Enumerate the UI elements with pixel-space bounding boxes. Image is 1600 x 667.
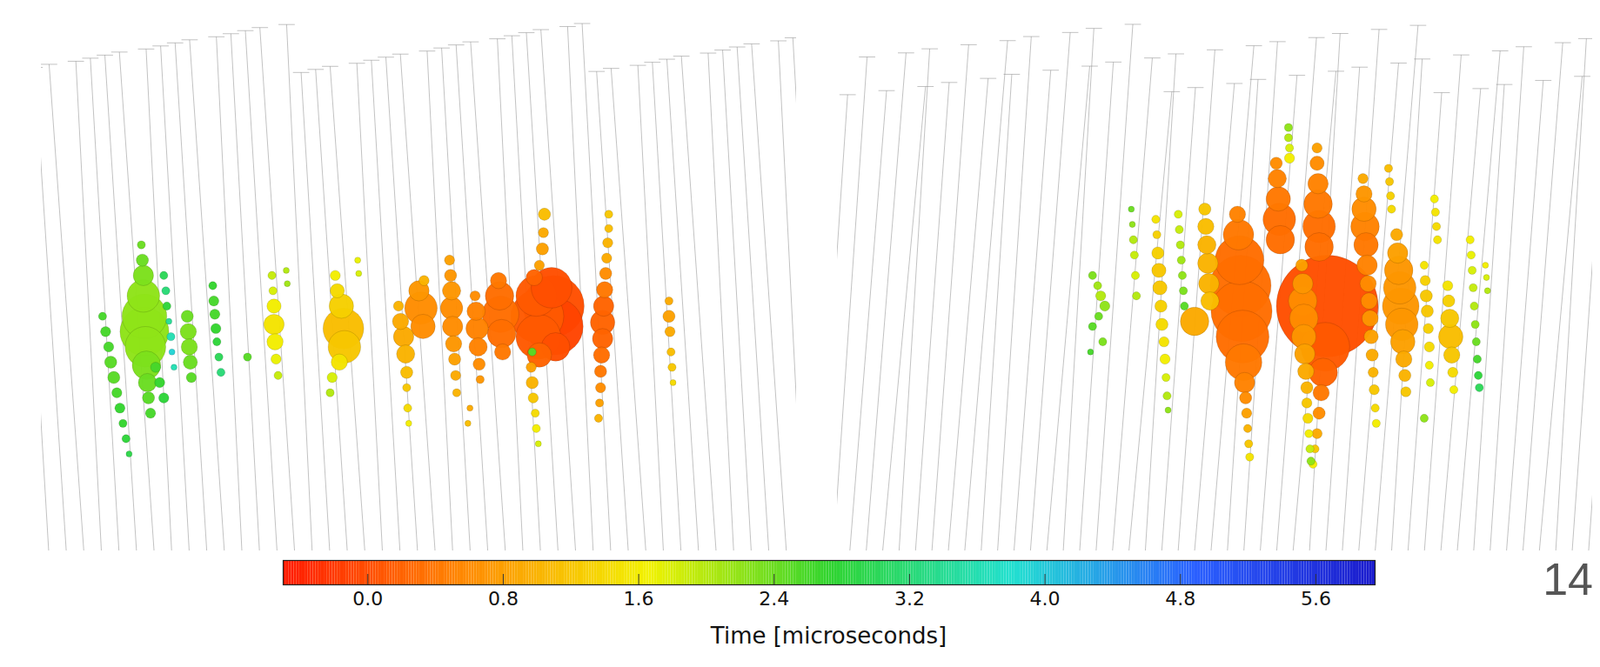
svg-text:1.6: 1.6 <box>623 588 655 610</box>
html-text:Time [microseconds]: Time [microseconds] <box>710 622 947 650</box>
svg-text:4.8: 4.8 <box>1164 588 1196 610</box>
svg-text:0.8: 0.8 <box>488 588 519 610</box>
svg-text:2.4: 2.4 <box>758 588 790 610</box>
svg-text:3.2: 3.2 <box>894 588 925 610</box>
svg-text:0.0: 0.0 <box>352 588 383 610</box>
svg-text:5.6: 5.6 <box>1300 588 1332 610</box>
svg-text:4.0: 4.0 <box>1030 588 1061 610</box>
html-text:14: 14 <box>1542 554 1594 605</box>
